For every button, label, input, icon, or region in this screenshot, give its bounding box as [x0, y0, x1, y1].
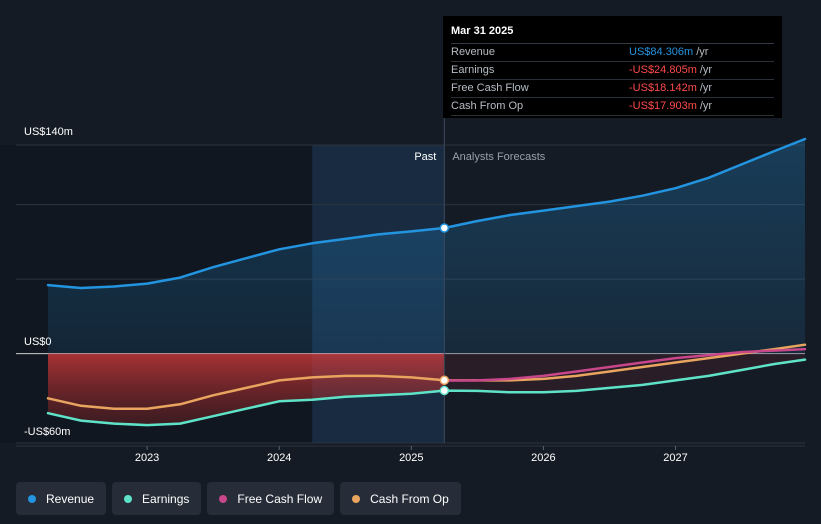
revenue-area [48, 139, 805, 354]
tooltip-date: Mar 31 2025 [451, 23, 774, 44]
legend-label: Cash From Op [370, 491, 449, 506]
tooltip-unit: /yr [699, 100, 713, 112]
series-line-free-cash-flow [443, 347, 807, 382]
chart-area: Past Analysts Forecasts 2023 2024 2025 2026 20… [16, 118, 807, 464]
x-tick-label: 2027 [663, 452, 687, 464]
tooltip-row-earnings: Earnings -US$24.805m /yr [451, 62, 774, 80]
chart-legend: Revenue Earnings Free Cash Flow Cash Fro… [16, 482, 461, 515]
x-tick-label: 2026 [531, 452, 555, 464]
series-line-earnings [46, 358, 807, 427]
legend-dot-icon [352, 494, 361, 503]
data-tooltip: Mar 31 2025 Revenue US$84.306m /yr Earni… [443, 16, 782, 118]
x-tick-label: 2025 [399, 452, 423, 464]
tooltip-label: Revenue [451, 46, 496, 58]
tooltip-unit: /yr [699, 64, 713, 76]
tooltip-row-revenue: Revenue US$84.306m /yr [451, 44, 774, 62]
legend-label: Free Cash Flow [237, 491, 323, 506]
y-axis-top-label: US$140m [24, 126, 73, 138]
tooltip-row-free-cash-flow: Free Cash Flow -US$18.142m /yr [451, 80, 774, 98]
x-tick-label: 2024 [267, 452, 291, 464]
earnings-forecast-area [444, 353, 805, 393]
tooltip-row-cash-from-op: Cash From Op -US$17.903m /yr [451, 98, 774, 116]
tooltip-value: -US$17.903m [629, 100, 697, 112]
series-line-cash-from-op [46, 343, 807, 410]
tooltip-value: -US$24.805m [629, 64, 697, 76]
tooltip-value: US$84.306m [629, 46, 694, 58]
tooltip-label: Earnings [451, 64, 495, 76]
marker-earnings [439, 385, 450, 396]
region-label-past: Past [414, 151, 436, 163]
legend-item-cash-from-op[interactable]: Cash From Op [340, 482, 461, 515]
marker-revenue [439, 223, 450, 233]
tooltip-label: Free Cash Flow [451, 82, 529, 94]
tooltip-label: Cash From Op [451, 100, 524, 112]
tooltip-unit: /yr [699, 82, 713, 94]
legend-label: Revenue [46, 491, 95, 506]
legend-label: Earnings [142, 491, 190, 506]
legend-item-earnings[interactable]: Earnings [112, 482, 202, 515]
earnings-negative-area [48, 353, 445, 426]
marker-cash-from-op [439, 375, 450, 386]
y-axis-zero-label: US$0 [24, 336, 52, 348]
y-axis-bottom-label: -US$60m [24, 426, 71, 438]
legend-item-revenue[interactable]: Revenue [16, 482, 107, 515]
chart-svg: Past Analysts Forecasts 2023 2024 2025 2026 20… [16, 118, 807, 464]
legend-dot-icon [28, 494, 36, 503]
x-tick-label: 2023 [135, 452, 159, 464]
series-line-revenue [46, 137, 807, 290]
legend-dot-icon [124, 494, 133, 503]
tooltip-value: -US$18.142m [629, 82, 697, 94]
legend-dot-icon [219, 494, 228, 503]
tooltip-unit: /yr [696, 46, 709, 58]
legend-item-free-cash-flow[interactable]: Free Cash Flow [207, 482, 335, 515]
region-label-forecast: Analysts Forecasts [452, 151, 545, 163]
